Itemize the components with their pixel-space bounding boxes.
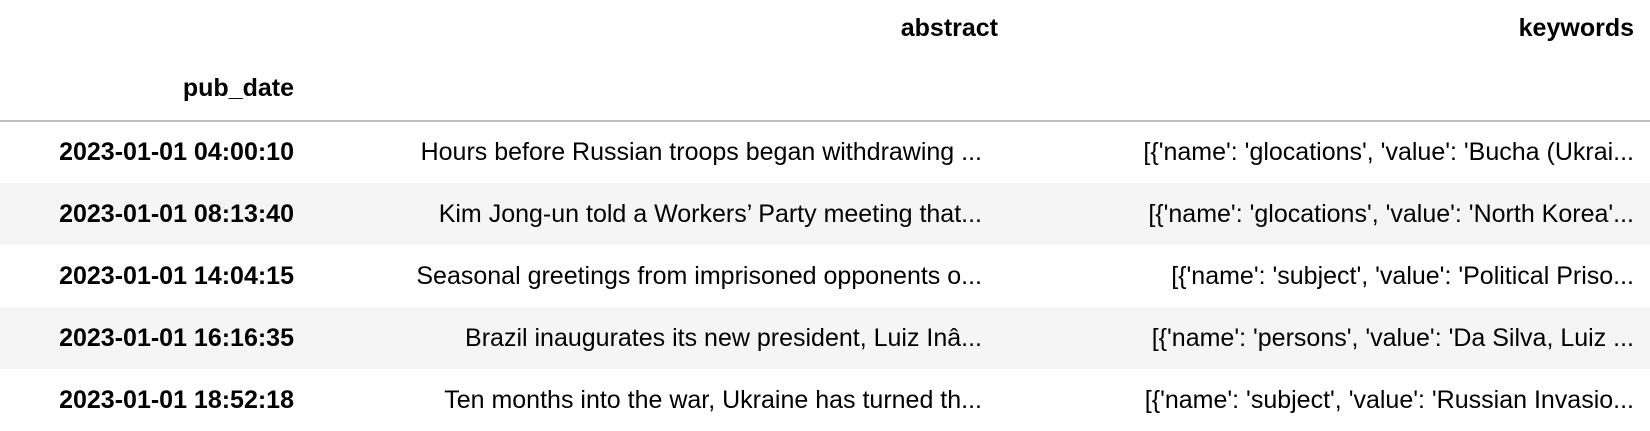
row-index-cell: 2023-01-01 14:04:15 [59,261,294,290]
keywords-cell: [{'name': 'subject', 'value': 'Political… [1171,261,1634,290]
column-header-keywords: keywords [1518,13,1634,42]
row-index-cell: 2023-01-01 04:00:10 [59,138,294,166]
keywords-cell: [{'name': 'persons', 'value': 'Da Silva,… [1151,323,1634,352]
row-index-cell: 2023-01-01 16:16:35 [59,323,294,352]
index-header-blank-abstract [330,56,1014,122]
table-row: 2023-01-01 14:04:15 Seasonal greetings f… [0,245,1650,307]
table-header: abstract keywords pub_date [0,0,1650,122]
column-header-row: abstract keywords [0,0,1650,56]
abstract-cell: Brazil inaugurates its new president, Lu… [465,323,982,352]
header-blank-cell [0,0,330,56]
abstract-cell: Kim Jong-un told a Workers’ Party meetin… [438,199,982,228]
index-name-header: pub_date [0,56,330,122]
row-index-cell: 2023-01-01 18:52:18 [59,385,294,414]
keywords-cell: [{'name': 'glocations', 'value': 'North … [1148,199,1634,228]
column-header-abstract: abstract [900,13,998,42]
table-row: 2023-01-01 16:16:35 Brazil inaugurates i… [0,307,1650,369]
keywords-cell: [{'name': 'glocations', 'value': 'Bucha … [1143,138,1634,166]
abstract-cell: Hours before Russian troops began withdr… [420,138,982,166]
table-row: 2023-01-01 04:00:10 Hours before Russian… [0,121,1650,183]
row-index-cell: 2023-01-01 08:13:40 [59,199,294,228]
table-row: 2023-01-01 18:52:18 Ten months into the … [0,369,1650,431]
abstract-cell: Seasonal greetings from imprisoned oppon… [416,261,982,290]
table-row: 2023-01-01 08:13:40 Kim Jong-un told a W… [0,183,1650,245]
keywords-cell: [{'name': 'subject', 'value': 'Russian I… [1144,385,1634,414]
index-header-blank-keywords [1014,56,1650,122]
index-header-row: pub_date [0,56,1650,122]
table-body: 2023-01-01 04:00:10 Hours before Russian… [0,121,1650,431]
abstract-cell: Ten months into the war, Ukraine has tur… [444,385,982,414]
